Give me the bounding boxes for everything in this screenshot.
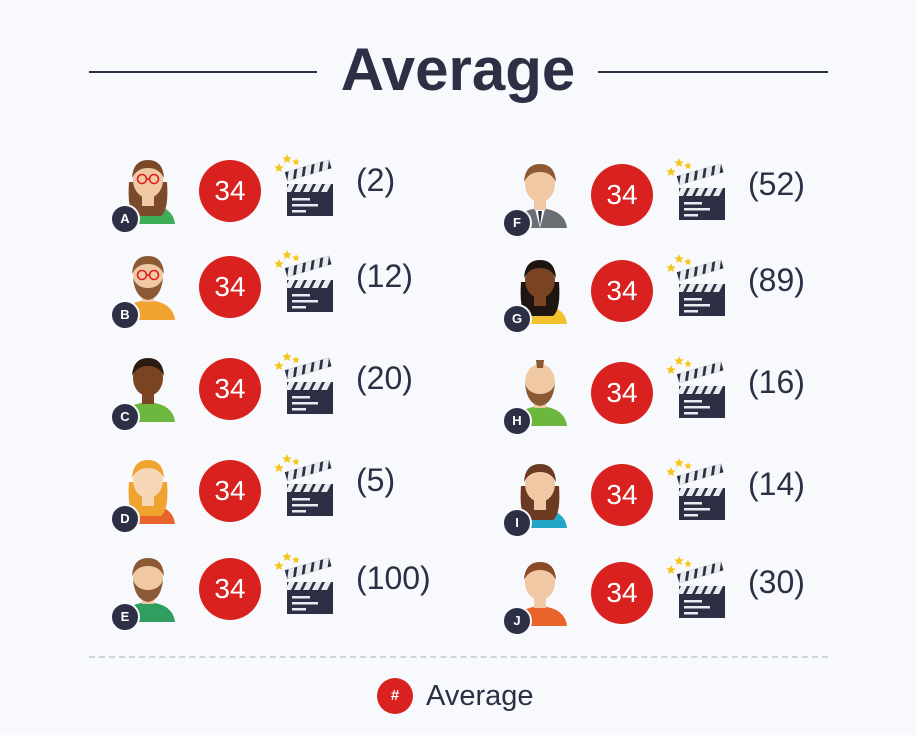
average-badge: 34 (591, 464, 653, 526)
average-badge: 34 (591, 362, 653, 424)
entry-letter: D (110, 504, 140, 534)
average-badge: 34 (591, 260, 653, 322)
title-rule-right (598, 71, 828, 73)
man-suit-icon (505, 156, 575, 228)
review-count: (16) (748, 364, 805, 400)
entry-c: C 34 (20) (110, 350, 473, 440)
entry-letter: J (502, 606, 532, 636)
average-badge: 34 (199, 558, 261, 620)
review-count: (20) (356, 360, 413, 396)
entry-d: D 34 (5) (110, 452, 473, 542)
clapperboard-icon (665, 254, 731, 320)
title-rule-left (89, 71, 317, 73)
review-count: (100) (356, 560, 431, 596)
clapperboard-icon (665, 356, 731, 422)
chart-title: Average (340, 36, 576, 103)
entry-g: G 34 (89) (502, 252, 865, 342)
average-badge: 34 (591, 562, 653, 624)
entry-j: J 34 (30) (502, 554, 865, 644)
entry-letter: C (110, 402, 140, 432)
entry-f: F 34 (52) (502, 156, 865, 246)
review-count: (2) (356, 162, 396, 198)
entry-e: E 34 (100) (110, 550, 473, 640)
review-count: (14) (748, 466, 805, 502)
review-count: (52) (748, 166, 805, 202)
legend: # Average (0, 676, 916, 716)
entry-letter: E (110, 602, 140, 632)
entry-b: B 34 (12) (110, 248, 473, 338)
entry-letter: G (502, 304, 532, 334)
review-count: (12) (356, 258, 413, 294)
review-count: (30) (748, 564, 805, 600)
average-badge: 34 (199, 460, 261, 522)
average-badge: 34 (199, 256, 261, 318)
clapperboard-icon (273, 250, 339, 316)
legend-average-label: Average (426, 680, 534, 712)
title-area: Average (0, 34, 916, 110)
entry-h: H 34 (16) (502, 354, 865, 444)
clapperboard-icon (665, 158, 731, 224)
entry-i: I 34 (14) (502, 456, 865, 546)
clapperboard-icon (273, 454, 339, 520)
clapperboard-icon (273, 352, 339, 418)
clapperboard-icon (665, 458, 731, 524)
entry-letter: B (110, 300, 140, 330)
entry-letter: I (502, 508, 532, 538)
entry-letter: A (110, 204, 140, 234)
entry-a: A 34 (2) (110, 152, 473, 242)
average-badge: 34 (591, 164, 653, 226)
entry-letter: H (502, 406, 532, 436)
legend-average-badge: # (377, 678, 413, 714)
clapperboard-icon (273, 154, 339, 220)
clapperboard-icon (665, 556, 731, 622)
review-count: (89) (748, 262, 805, 298)
legend-divider (89, 656, 828, 658)
review-count: (5) (356, 462, 396, 498)
entry-letter: F (502, 208, 532, 238)
average-badge: 34 (199, 358, 261, 420)
clapperboard-icon (273, 552, 339, 618)
average-badge: 34 (199, 160, 261, 222)
